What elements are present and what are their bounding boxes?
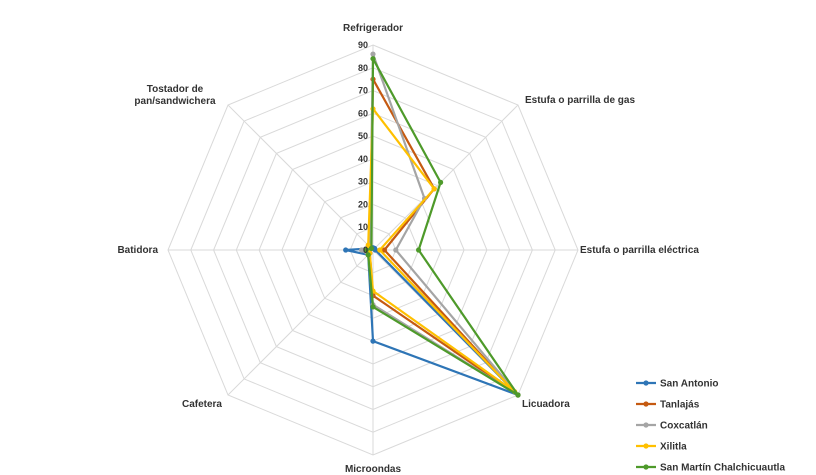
series-4 [363,56,521,398]
legend-marker [643,401,649,407]
axis-label: Tostador de pan/sandwichera [134,84,216,107]
series-point [370,338,376,344]
series-point [438,179,444,185]
series-point [343,247,349,253]
legend-marker [643,464,649,470]
axis-label: Refrigerador [343,23,403,34]
grid-spoke [227,104,374,251]
series-point [365,252,371,258]
radar-series [343,51,521,398]
series-point [370,56,376,62]
axis-label: Estufa o parrilla de gas [525,95,635,106]
series-point [359,247,365,253]
axis-label: Cafetera [182,399,222,410]
tick-label: 30 [358,177,368,187]
legend: San Antonio Tanlajás Coxcatlán Xilitla San M… [636,379,785,474]
legend-label: San Martín Chalchicuautla [660,463,785,474]
tick-label: 50 [358,131,368,141]
legend-item: Coxcatlán [636,421,708,432]
legend-label: Xilitla [660,442,687,453]
axis-label: Batidora [117,245,158,256]
series-point [370,304,376,310]
legend-marker [643,380,649,386]
radar-axis-labels: Refrigerador Estufa o parrilla de gas Estu… [117,23,699,475]
legend-marker [643,422,649,428]
tick-label: 10 [358,222,368,232]
legend-item: San Antonio [636,379,719,390]
series-point [381,247,387,253]
series-point [377,247,383,253]
legend-marker [643,443,649,449]
tick-label: 0 [363,245,368,255]
series-point [515,392,521,398]
tick-label: 90 [358,40,368,50]
series-point [365,242,371,248]
axis-label: Licuadora [522,399,570,410]
legend-item: Xilitla [636,442,687,453]
legend-label: Coxcatlán [660,421,708,432]
axis-label: Microondas [345,464,402,475]
legend-label: Tanlajás [660,400,700,411]
grid-spoke [227,249,374,396]
series-point [368,245,374,251]
tick-label: 40 [358,154,368,164]
tick-label: 20 [358,199,368,209]
tick-label: 70 [358,86,368,96]
series-point [372,247,378,253]
tick-label: 60 [358,108,368,118]
tick-label: 80 [358,63,368,73]
legend-item: San Martín Chalchicuautla [636,463,785,474]
legend-item: Tanlajás [636,400,700,411]
axis-label: Estufa o parrilla eléctrica [580,245,699,256]
series-point [363,247,369,253]
series-point [370,51,376,57]
series-point [431,186,437,192]
grid-spoke [372,104,519,251]
series-line [360,52,520,397]
legend-label: San Antonio [660,379,719,390]
series-point [416,247,422,253]
radar-ticks: 0 10 20 30 40 50 60 70 80 90 [358,40,368,255]
series-point [393,247,399,253]
